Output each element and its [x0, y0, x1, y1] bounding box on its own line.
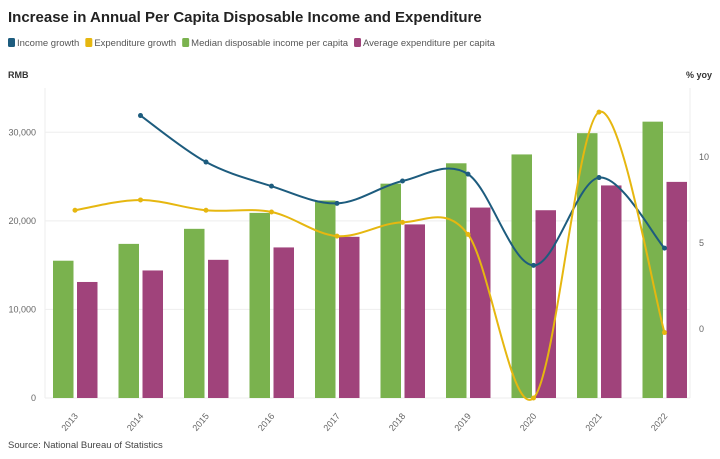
- expenditure-growth-point[interactable]: [203, 207, 209, 213]
- expenditure-growth-point[interactable]: [138, 197, 143, 203]
- legend: Income growth Expenditure growth Median di…: [8, 38, 496, 49]
- left-tick-label: 30,000: [8, 127, 36, 137]
- legend-swatch: [182, 38, 190, 47]
- expenditure-growth-point[interactable]: [334, 233, 340, 239]
- left-tick-label: 10,000: [8, 304, 36, 314]
- legend-label: Income growth: [17, 38, 79, 49]
- income-growth-line: [139, 114, 666, 267]
- income-growth-point[interactable]: [269, 183, 274, 189]
- right-tick-label: 10: [699, 152, 709, 162]
- legend-label: Expenditure growth: [94, 38, 176, 49]
- left-axis-ticks: 0 10,000 20,000 30,000: [8, 127, 36, 403]
- x-tick-label: 2020: [518, 411, 539, 433]
- expenditure-growth-point[interactable]: [662, 330, 667, 336]
- income-growth-point[interactable]: [596, 175, 602, 181]
- expenditure-growth-point[interactable]: [465, 231, 471, 237]
- lines: [72, 109, 667, 401]
- bars: [53, 121, 688, 399]
- bar-median-income[interactable]: [118, 243, 140, 398]
- right-axis-ticks: 0 5 10: [699, 152, 709, 334]
- left-tick-label: 20,000: [8, 216, 36, 226]
- x-tick-label: 2016: [256, 411, 277, 433]
- x-tick-label: 2013: [59, 411, 80, 433]
- bar-avg-expenditure[interactable]: [339, 236, 360, 398]
- bar-median-income[interactable]: [577, 133, 598, 398]
- expenditure-growth-point[interactable]: [400, 219, 405, 225]
- bar-avg-expenditure[interactable]: [77, 281, 98, 398]
- income-growth-point[interactable]: [531, 262, 536, 268]
- source-note: Source: National Bureau of Statistics: [8, 440, 163, 451]
- x-tick-label: 2018: [387, 411, 408, 433]
- bar-median-income[interactable]: [53, 260, 74, 398]
- bar-median-income[interactable]: [184, 228, 205, 398]
- right-tick-label: 0: [699, 324, 704, 334]
- income-growth-point[interactable]: [465, 171, 471, 177]
- bar-median-income[interactable]: [380, 183, 402, 398]
- x-tick-label: 2019: [452, 411, 473, 433]
- expenditure-growth-point[interactable]: [72, 207, 78, 213]
- expenditure-growth-point[interactable]: [596, 109, 602, 115]
- legend-item[interactable]: Average expenditure per capita: [354, 38, 496, 49]
- x-tick-label: 2015: [190, 411, 211, 433]
- income-growth-point[interactable]: [203, 159, 209, 165]
- income-growth-point[interactable]: [334, 200, 340, 206]
- legend-label: Average expenditure per capita: [363, 38, 496, 49]
- bar-median-income[interactable]: [511, 154, 533, 398]
- left-tick-label: 0: [31, 393, 36, 403]
- bar-avg-expenditure[interactable]: [273, 247, 295, 398]
- x-tick-label: 2017: [321, 411, 342, 433]
- bar-avg-expenditure[interactable]: [208, 259, 229, 398]
- bar-avg-expenditure[interactable]: [470, 207, 491, 398]
- x-tick-label: 2014: [125, 411, 146, 433]
- x-tick-label: 2022: [649, 411, 670, 433]
- expenditure-growth-point[interactable]: [531, 395, 536, 401]
- legend-label: Median disposable income per capita: [191, 38, 349, 49]
- bar-avg-expenditure[interactable]: [142, 270, 164, 398]
- legend-item[interactable]: Expenditure growth: [85, 38, 176, 49]
- right-tick-label: 5: [699, 238, 704, 248]
- bar-median-income[interactable]: [446, 163, 467, 398]
- legend-swatch: [8, 38, 15, 47]
- right-axis-title: % yoy: [686, 70, 712, 80]
- income-growth-point[interactable]: [662, 245, 667, 251]
- income-growth-point[interactable]: [138, 113, 143, 119]
- legend-item[interactable]: Median disposable income per capita: [182, 38, 349, 49]
- bar-median-income[interactable]: [642, 121, 664, 399]
- bar-avg-expenditure[interactable]: [666, 181, 688, 398]
- bar-median-income[interactable]: [249, 212, 271, 398]
- legend-item[interactable]: Income growth: [8, 38, 79, 49]
- legend-swatch: [85, 38, 93, 47]
- legend-swatch: [354, 38, 362, 47]
- bar-avg-expenditure[interactable]: [601, 185, 622, 398]
- x-axis-ticks: 2013 2014 2015 2016 2017 2018 2019 2020 2021 2022: [59, 411, 669, 433]
- chart-title: Increase in Annual Per Capita Disposable…: [8, 9, 482, 26]
- left-axis-title: RMB: [8, 70, 29, 80]
- expenditure-growth-point[interactable]: [269, 209, 274, 215]
- bar-avg-expenditure[interactable]: [404, 224, 426, 398]
- expenditure-growth-line: [74, 111, 666, 401]
- bar-avg-expenditure[interactable]: [535, 210, 557, 398]
- bar-median-income[interactable]: [315, 200, 336, 398]
- income-growth-point[interactable]: [400, 178, 405, 184]
- x-tick-label: 2021: [583, 411, 604, 433]
